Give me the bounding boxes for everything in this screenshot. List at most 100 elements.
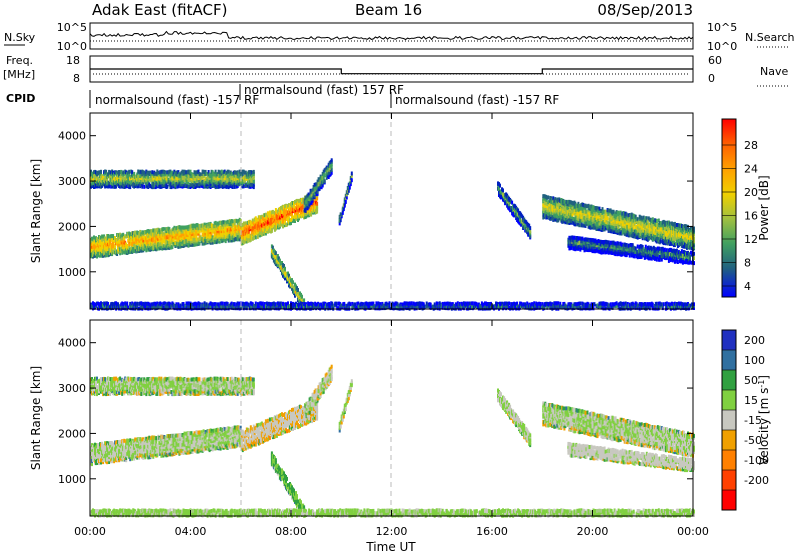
echo-cell: [301, 294, 303, 299]
echo-cell: [98, 178, 100, 183]
echo-cell: [646, 219, 649, 224]
echo-cell: [622, 222, 625, 227]
echo-cell: [602, 214, 605, 219]
echo-cell: [231, 185, 234, 189]
echo-cell: [665, 248, 668, 253]
echo-cell: [203, 222, 206, 227]
nsky-tick-top: 10^5: [57, 21, 87, 34]
echo-cell: [145, 248, 148, 253]
echo-cell: [205, 172, 208, 176]
echo-cell: [149, 170, 152, 175]
echo-cell: [294, 219, 296, 223]
echo-cell: [642, 228, 645, 233]
echo-cell: [167, 177, 170, 182]
echo-cell: [181, 233, 184, 238]
echo-cell: [210, 232, 213, 237]
echo-cell: [622, 216, 625, 221]
echo-cell: [350, 173, 353, 178]
echo-cell: [141, 184, 144, 189]
echo-cell: [195, 242, 198, 247]
echo-cell: [316, 201, 319, 206]
echo-cell: [510, 199, 513, 204]
echo-cell: [557, 218, 560, 223]
echo-cell: [233, 221, 236, 226]
echo-cell: [179, 239, 182, 244]
echo-cell: [276, 254, 279, 258]
echo-cell: [582, 246, 585, 251]
echo-cell: [241, 181, 244, 185]
echo-cell: [179, 172, 182, 177]
echo-cell: [682, 260, 685, 265]
echo-cell: [655, 257, 658, 262]
echo-cell: [582, 209, 585, 213]
echo-cell: [191, 182, 194, 187]
echo-cell: [223, 220, 226, 225]
echo-cell: [239, 218, 242, 223]
echo-cell: [166, 184, 169, 189]
echo-cell: [688, 252, 690, 257]
echo-cell: [577, 201, 580, 206]
echo-cell: [619, 215, 622, 220]
echo-cell: [118, 241, 121, 246]
echo-cell: [301, 299, 303, 304]
echo-cell: [169, 241, 172, 246]
echo-cell: [279, 206, 282, 211]
echo-cell: [271, 209, 274, 214]
echo-cell: [347, 188, 350, 193]
echo-cell: [259, 227, 262, 232]
echo-cell: [97, 246, 99, 251]
echo-cell: [682, 242, 685, 247]
echo-cell: [673, 221, 676, 226]
echo-cell: [252, 178, 255, 183]
echo-cell: [682, 226, 685, 231]
echo-cell: [316, 195, 319, 200]
echo-cell: [142, 180, 145, 185]
echo-cell: [108, 180, 111, 185]
echo-cell: [191, 179, 194, 183]
echo-cell: [298, 213, 300, 218]
echo-cell: [159, 230, 162, 235]
echo-cell: [678, 231, 681, 236]
echo-cell: [199, 181, 202, 185]
echo-cell: [662, 241, 665, 246]
echo-cell: [137, 174, 140, 179]
echo-cell: [650, 246, 653, 251]
echo-cell: [211, 240, 214, 245]
echo-cell: [597, 239, 600, 243]
echo-cell: [181, 182, 184, 187]
echo-cell: [655, 218, 658, 223]
echo-cell: [316, 189, 319, 194]
echo-cell: [310, 212, 313, 217]
echo-cell: [602, 225, 605, 230]
echo-cell: [154, 239, 157, 244]
echo-cell: [219, 176, 222, 181]
echo-cell: [259, 224, 262, 229]
echo-cell: [573, 237, 576, 242]
echo-cell: [580, 245, 583, 250]
echo-cell: [330, 158, 333, 163]
echo-cell: [199, 172, 202, 177]
echo-cell: [596, 206, 599, 211]
echo-cell: [659, 221, 662, 226]
echo-cell: [100, 241, 102, 246]
echo-cell: [295, 214, 297, 219]
echo-cell: [605, 244, 608, 249]
echo-cell: [274, 251, 277, 256]
echo-cell: [161, 240, 164, 245]
echo-cell: [689, 259, 691, 264]
echo-cell: [279, 209, 282, 214]
echo-cell: [668, 221, 671, 226]
echo-cell: [301, 198, 303, 202]
echo-cell: [636, 217, 639, 222]
echo-cell: [179, 244, 182, 249]
echo-cell: [151, 174, 154, 179]
echo-cell: [693, 226, 695, 231]
echo-cell: [152, 185, 155, 190]
echo-cell: [143, 247, 146, 251]
echo-cell: [196, 223, 199, 228]
echo-cell: [249, 237, 252, 242]
echo-cell: [254, 235, 257, 240]
echo-cell: [119, 239, 122, 244]
echo-cell: [581, 239, 584, 244]
echo-cell: [94, 246, 96, 251]
